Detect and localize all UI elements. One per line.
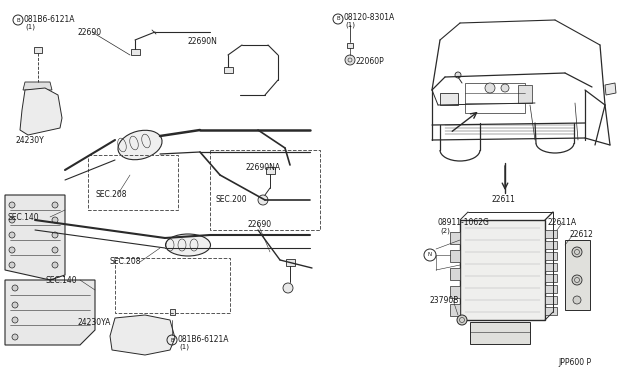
- Ellipse shape: [166, 234, 211, 256]
- Circle shape: [52, 247, 58, 253]
- Bar: [115, 258, 230, 313]
- Text: SEC.140: SEC.140: [45, 276, 77, 285]
- Bar: [266, 167, 275, 173]
- Bar: [131, 49, 140, 55]
- Text: B: B: [336, 16, 340, 22]
- Bar: [450, 268, 460, 280]
- Text: B: B: [16, 17, 20, 22]
- Polygon shape: [20, 88, 62, 135]
- Circle shape: [9, 202, 15, 208]
- Polygon shape: [5, 195, 65, 280]
- Text: 22612: 22612: [570, 230, 594, 239]
- Circle shape: [12, 285, 18, 291]
- Bar: [545, 230, 557, 238]
- Text: B: B: [170, 337, 174, 343]
- Circle shape: [52, 262, 58, 268]
- Text: (1): (1): [179, 343, 189, 350]
- Text: JPP600 P: JPP600 P: [558, 358, 591, 367]
- Text: 22690N: 22690N: [188, 37, 218, 46]
- Circle shape: [12, 302, 18, 308]
- Bar: [460, 220, 545, 320]
- Bar: [170, 309, 175, 315]
- Bar: [210, 150, 320, 230]
- Circle shape: [9, 217, 15, 223]
- Circle shape: [52, 202, 58, 208]
- Bar: [440, 93, 458, 105]
- Text: (2): (2): [440, 227, 450, 234]
- Text: (1): (1): [345, 21, 355, 28]
- Text: 22690: 22690: [248, 220, 272, 229]
- Text: 22611A: 22611A: [548, 218, 577, 227]
- Bar: [347, 42, 353, 48]
- Circle shape: [485, 83, 495, 93]
- Text: 08911-1062G: 08911-1062G: [438, 218, 490, 227]
- Circle shape: [283, 283, 293, 293]
- Text: SEC.208: SEC.208: [110, 257, 141, 266]
- Text: 22690NA: 22690NA: [245, 163, 280, 172]
- Circle shape: [345, 55, 355, 65]
- Circle shape: [9, 262, 15, 268]
- Bar: [223, 67, 232, 73]
- Bar: [545, 307, 557, 315]
- Bar: [545, 252, 557, 260]
- Text: 22060P: 22060P: [355, 57, 384, 66]
- Bar: [470, 322, 530, 344]
- Text: 24230YA: 24230YA: [78, 318, 111, 327]
- Bar: [465, 83, 525, 113]
- Text: 08120-8301A: 08120-8301A: [344, 13, 396, 22]
- Circle shape: [52, 232, 58, 238]
- Bar: [34, 47, 42, 53]
- Bar: [545, 285, 557, 293]
- Circle shape: [573, 296, 581, 304]
- Bar: [450, 250, 460, 262]
- Text: N: N: [428, 253, 432, 257]
- Bar: [450, 304, 460, 316]
- Text: 22690: 22690: [78, 28, 102, 37]
- Bar: [450, 286, 460, 298]
- Bar: [545, 241, 557, 249]
- Bar: [565, 240, 590, 310]
- Text: 081B6-6121A: 081B6-6121A: [178, 335, 230, 344]
- Text: SEC.200: SEC.200: [215, 195, 246, 204]
- Text: SEC.140: SEC.140: [8, 213, 40, 222]
- Bar: [545, 263, 557, 271]
- Text: 081B6-6121A: 081B6-6121A: [24, 15, 76, 24]
- Polygon shape: [605, 83, 616, 95]
- Circle shape: [258, 195, 268, 205]
- Text: 24230Y: 24230Y: [15, 136, 44, 145]
- Circle shape: [501, 84, 509, 92]
- Bar: [285, 259, 294, 266]
- Circle shape: [12, 334, 18, 340]
- Polygon shape: [5, 280, 95, 345]
- Circle shape: [457, 315, 467, 325]
- Circle shape: [12, 317, 18, 323]
- Text: 23790B: 23790B: [430, 296, 460, 305]
- Circle shape: [572, 247, 582, 257]
- Bar: [450, 232, 460, 244]
- Bar: [545, 296, 557, 304]
- Bar: [88, 155, 178, 210]
- Circle shape: [455, 72, 461, 78]
- Polygon shape: [110, 315, 175, 355]
- Text: (1): (1): [25, 23, 35, 29]
- Ellipse shape: [118, 130, 162, 160]
- Polygon shape: [23, 82, 52, 90]
- Text: 22611: 22611: [492, 195, 516, 204]
- Circle shape: [52, 217, 58, 223]
- Bar: [545, 274, 557, 282]
- Circle shape: [9, 247, 15, 253]
- Text: SEC.208: SEC.208: [95, 190, 127, 199]
- Circle shape: [572, 275, 582, 285]
- Bar: [518, 85, 532, 103]
- Circle shape: [9, 232, 15, 238]
